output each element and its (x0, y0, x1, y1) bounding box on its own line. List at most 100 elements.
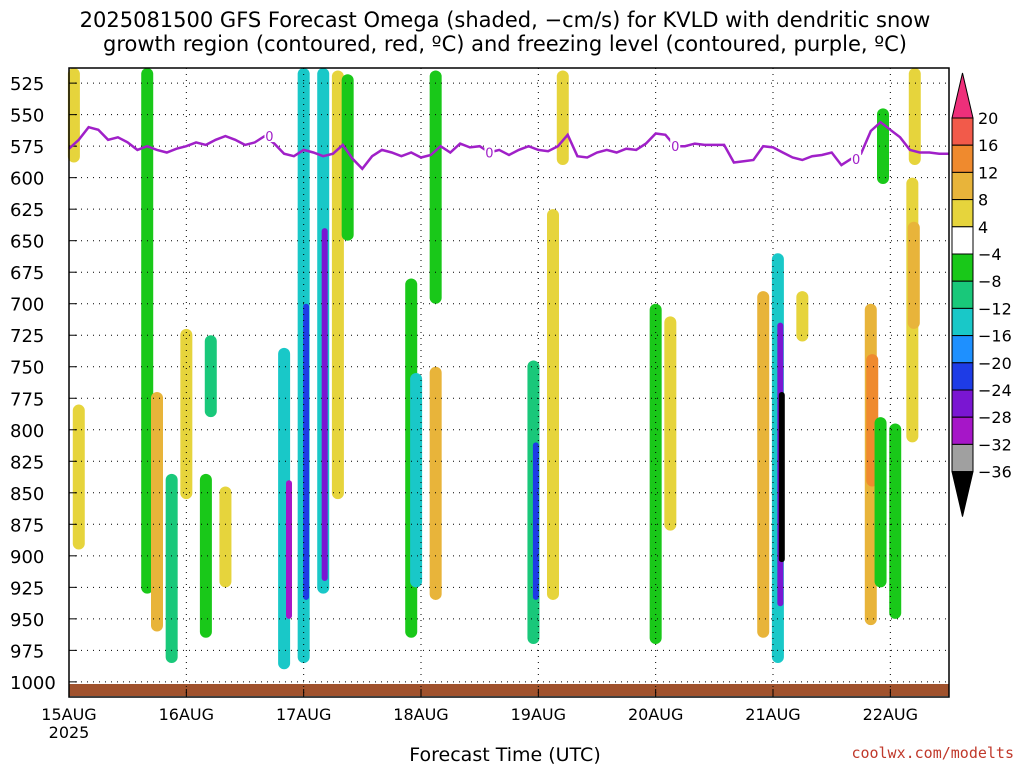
y-tick-label: 750 (10, 358, 44, 379)
colorbar-bottom-arrow (951, 471, 974, 517)
omega-feature (180, 328, 193, 500)
colorbar-label: −36 (978, 463, 1012, 482)
freezing-level-label: 0 (265, 130, 273, 145)
freezing-level-label: 0 (485, 146, 493, 161)
omega-feature (757, 291, 770, 638)
omega-feature (67, 68, 80, 163)
freezing-label-bg (851, 150, 862, 165)
omega-feature (410, 373, 423, 588)
omega-feature (556, 70, 569, 166)
colorbar-segment (951, 117, 974, 146)
colorbar-label: 8 (978, 191, 988, 210)
y-tick-label: 550 (10, 106, 44, 127)
y-tick-label: 725 (10, 326, 44, 347)
omega-feature (778, 391, 785, 563)
colorbar-label: 4 (978, 218, 988, 237)
omega-feature (141, 68, 154, 594)
colorbar-label: −32 (978, 435, 1012, 454)
omega-feature (532, 442, 539, 600)
colorbar-segment (951, 226, 974, 255)
omega-feature (429, 70, 442, 304)
y-tick-label: 650 (10, 232, 44, 253)
colorbar-segment (951, 335, 974, 364)
colorbar-segment (951, 199, 974, 228)
y-tick-label: 675 (10, 263, 44, 284)
y-tick-label: 975 (10, 641, 44, 662)
omega-feature (874, 417, 887, 588)
colorbar-segment (951, 171, 974, 201)
omega-feature (429, 366, 442, 600)
y-tick-label: 950 (10, 610, 44, 631)
x-tick-label: 22AUG (863, 705, 918, 724)
y-tick-label: 825 (10, 452, 44, 473)
colorbar-segment (951, 280, 974, 309)
x-tick-label: 18AUG (393, 705, 448, 724)
colorbar-segment (951, 253, 974, 282)
colorbar-segment (951, 362, 974, 391)
colorbar-label: −4 (978, 245, 1002, 264)
omega-feature (151, 391, 163, 632)
freezing-level-label: 0 (671, 140, 679, 155)
y-tick-label: 925 (10, 578, 44, 599)
omega-feature (889, 423, 902, 619)
x-tick-label: 21AUG (745, 705, 800, 724)
y-tick-label: 625 (10, 200, 44, 221)
omega-feature (303, 303, 310, 600)
x-tick-label: 20AUG (628, 705, 683, 724)
omega-feature (341, 74, 354, 241)
x-tick-label: 19AUG (511, 705, 566, 724)
x-tick-label: 17AUG (276, 705, 331, 724)
y-tick-label: 600 (10, 169, 44, 190)
y-tick-label: 800 (10, 421, 44, 442)
colorbar-label: −28 (978, 408, 1012, 427)
y-tick-label: 575 (10, 137, 44, 158)
omega-feature (908, 68, 921, 166)
colorbar-label: 12 (978, 163, 998, 182)
x-tick-label: 16AUG (159, 705, 214, 724)
x-tick-sublabel: 2025 (49, 723, 90, 742)
y-tick-label: 850 (10, 484, 44, 505)
colorbar-segment (951, 307, 974, 337)
omega-feature (907, 221, 920, 329)
freezing-level-line (68, 120, 949, 171)
omega-feature (649, 303, 662, 645)
chart-title-line2: growth region (contoured, red, ºC) and f… (103, 32, 907, 56)
omega-feature (72, 404, 85, 550)
colorbar-label: −16 (978, 327, 1012, 346)
credit-text: coolwx.com/modelts (851, 744, 1014, 762)
colorbar-label: −8 (978, 272, 1002, 291)
y-tick-label: 1000 (10, 673, 56, 694)
omega-feature (165, 473, 178, 663)
colorbar-label: −20 (978, 354, 1012, 373)
omega-feature (219, 486, 232, 588)
omega-feature (796, 291, 809, 342)
y-tick-label: 700 (10, 295, 44, 316)
y-tick-label: 525 (10, 74, 44, 95)
chart-title-line1: 2025081500 GFS Forecast Omega (shaded, −… (79, 8, 931, 32)
freezing-label-bg (264, 128, 275, 143)
freezing-level-label: 0 (852, 153, 860, 168)
y-tick-label: 775 (10, 389, 44, 410)
colorbar-segment (951, 416, 974, 445)
surface-band (69, 684, 949, 696)
freezing-label-bg (670, 138, 681, 153)
plot-frame (68, 67, 950, 698)
colorbar-label: −12 (978, 299, 1012, 318)
omega-feature (199, 473, 212, 638)
omega-feature (547, 209, 559, 600)
colorbar-segment (951, 443, 974, 473)
freezing-label-bg (484, 144, 495, 159)
y-tick-label: 900 (10, 547, 44, 568)
omega-feature (321, 228, 328, 582)
x-tick-label: 15AUG (41, 705, 96, 724)
colorbar-segment (951, 144, 974, 173)
omega-feature (664, 316, 677, 531)
omega-feature (204, 335, 217, 418)
colorbar-segment (951, 389, 974, 418)
omega-feature (286, 480, 292, 619)
colorbar-top-arrow (951, 72, 974, 119)
omega-feature (877, 108, 889, 184)
omega-feature (331, 70, 344, 500)
colorbar-label: 16 (978, 136, 998, 155)
